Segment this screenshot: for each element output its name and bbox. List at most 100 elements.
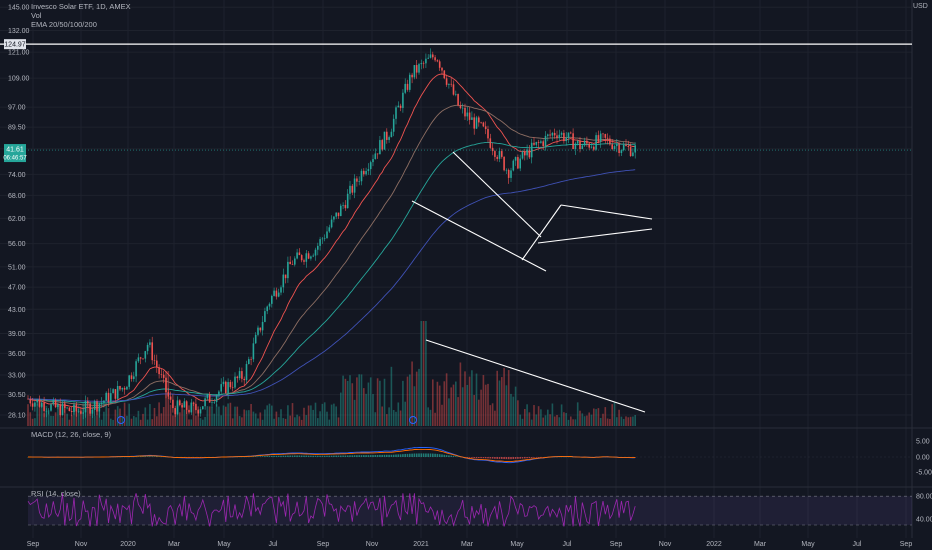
- dividend-marker: [117, 416, 125, 424]
- volume-bar: [480, 389, 482, 426]
- macd-histogram-bar: [149, 456, 151, 457]
- candle-up: [544, 135, 547, 147]
- symbol-title[interactable]: Invesco Solar ETF, 1D, AMEX: [31, 2, 131, 11]
- macd-histogram-bar: [268, 455, 271, 457]
- volume-bar: [119, 408, 121, 426]
- grid-lines: [0, 0, 912, 538]
- macd-histogram-bar: [489, 457, 492, 459]
- candle-down: [167, 392, 170, 397]
- volume-legend[interactable]: Vol: [31, 11, 42, 20]
- macd-histogram-bar: [310, 455, 312, 457]
- candle-up: [66, 407, 68, 409]
- candle-down: [75, 404, 78, 412]
- candle-up: [213, 402, 216, 403]
- volume-bar: [602, 413, 604, 426]
- candle-down: [618, 144, 620, 154]
- candle-up: [326, 231, 328, 239]
- volume-bar: [478, 399, 480, 426]
- volume-bar: [574, 419, 577, 426]
- candle-down: [602, 133, 604, 135]
- candle-down: [236, 376, 239, 379]
- candle-down: [114, 389, 117, 399]
- candle-down: [503, 156, 505, 171]
- volume-bar: [346, 380, 349, 426]
- time-tick-label: May: [510, 541, 524, 548]
- candle-down: [337, 212, 340, 217]
- volume-bar: [158, 402, 160, 426]
- candle-down: [156, 360, 158, 368]
- macd-histogram-bar: [514, 457, 517, 459]
- volume-bar: [622, 418, 625, 426]
- macd-histogram-bar: [153, 456, 156, 457]
- volume-bar: [142, 413, 144, 426]
- volume-bar: [418, 368, 420, 426]
- macd-tick-label: -5.00: [916, 470, 932, 477]
- ema-legend[interactable]: EMA 20/50/100/200: [31, 20, 97, 29]
- macd-histogram-bar: [328, 455, 331, 457]
- volume-bar: [551, 403, 554, 426]
- volume-bar: [112, 419, 114, 426]
- macd-histogram-bar: [468, 457, 471, 458]
- candle-down: [192, 402, 195, 404]
- candle-up: [574, 143, 577, 150]
- dividend-marker: [409, 416, 417, 424]
- volume-bar: [123, 402, 126, 426]
- rsi-title[interactable]: RSI (14, close): [31, 489, 81, 498]
- trendline-drawings[interactable]: [0, 43, 912, 413]
- time-tick-label: Nov: [75, 541, 88, 548]
- candle-up: [455, 93, 457, 95]
- candle-up: [280, 287, 282, 293]
- volume-bar: [547, 409, 549, 426]
- current-price-tag-bg: [4, 144, 26, 163]
- candle-up: [296, 252, 298, 259]
- volume-bar: [296, 414, 298, 426]
- volume-bar: [468, 376, 471, 426]
- candle-down: [70, 411, 73, 413]
- volume-bar: [461, 387, 464, 426]
- volume-bar: [259, 412, 262, 426]
- volume-bar: [130, 418, 133, 426]
- candle-down: [225, 381, 227, 394]
- volume-bar: [411, 361, 413, 426]
- volume-bar: [611, 404, 613, 426]
- macd-histogram-bar: [144, 456, 147, 457]
- candle-up: [218, 391, 220, 396]
- macd-histogram-bar: [510, 457, 512, 460]
- volume-bar: [330, 404, 333, 426]
- volume-bar: [250, 403, 252, 426]
- volume-bar: [183, 409, 186, 426]
- volume-bar: [34, 418, 36, 426]
- volume-bar: [344, 378, 347, 426]
- macd-histogram-bar: [312, 455, 314, 457]
- volume-bar: [443, 381, 446, 426]
- candle-down: [627, 145, 630, 147]
- macd-title[interactable]: MACD (12, 26, close, 9): [31, 430, 112, 439]
- volume-bar: [220, 415, 222, 426]
- candle-up: [128, 375, 130, 387]
- volume-bar: [29, 412, 32, 426]
- macd-histogram-bar: [261, 456, 264, 457]
- candle-down: [307, 253, 310, 259]
- volume-bar: [312, 409, 314, 426]
- volume-bar: [429, 409, 432, 426]
- volume-bar: [510, 393, 512, 426]
- candle-up: [305, 253, 308, 262]
- candle-up: [397, 105, 400, 108]
- candle-down: [604, 134, 607, 138]
- price-axis[interactable]: USD260.00240.00220.00200.00180.00160.001…: [8, 0, 932, 524]
- candle-up: [505, 169, 508, 171]
- volume-bar: [583, 416, 586, 426]
- volume-bar: [213, 413, 216, 426]
- volume-bar: [556, 414, 558, 426]
- candle-up: [121, 387, 124, 390]
- candle-down: [68, 407, 71, 412]
- candle-down: [351, 185, 354, 193]
- candle-up: [535, 141, 538, 145]
- candle-up: [50, 404, 52, 411]
- time-axis[interactable]: Sep Nov 2020 Mar May Jul Sep Nov 2021 Mar May Jul Se…: [27, 541, 913, 548]
- candle-down: [43, 402, 45, 412]
- candle-down: [289, 261, 291, 265]
- candle-up: [47, 410, 50, 412]
- candle-down: [188, 409, 190, 413]
